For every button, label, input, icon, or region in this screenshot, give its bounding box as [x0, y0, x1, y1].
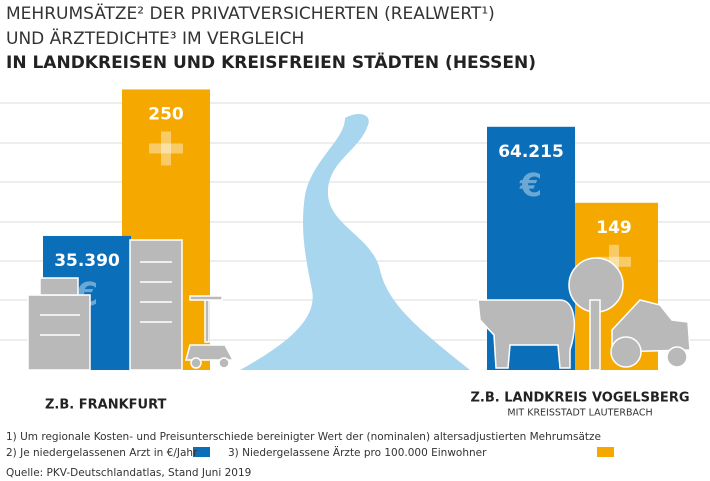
bar-icon [161, 131, 171, 166]
river [240, 114, 470, 370]
legend-label: 3) Niedergelassene Ärzte pro 100.000 Ein… [228, 446, 487, 459]
legend-swatch [597, 447, 614, 457]
value-label: 64.215 [498, 142, 564, 162]
footnote: 1) Um regionale Kosten- und Preisuntersc… [6, 431, 601, 443]
source: Quelle: PKV-Deutschlandatlas, Stand Juni… [6, 467, 251, 479]
title-line: MEHRUMSÄTZE² DER PRIVATVERSICHERTEN (REA… [6, 3, 495, 24]
bar-icon [597, 256, 631, 267]
title-line: UND ÄRZTEDICHTE³ IM VERGLEICH [6, 28, 304, 49]
category-subtitle: MIT KREISSTADT LAUTERBACH [507, 408, 652, 419]
value-label: 149 [596, 218, 632, 238]
category-label: Z.B. LANDKREIS VOGELSBERG [471, 391, 690, 406]
illustrations [27, 239, 691, 371]
bar-icon [149, 143, 183, 154]
value-label: 250 [148, 104, 184, 124]
legend-label: 2) Je niedergelassenen Arzt in €/Jahr [6, 447, 198, 459]
bar-icon [609, 244, 619, 279]
category-label: Z.B. FRANKFURT [45, 398, 167, 413]
bar-icon: € [519, 166, 542, 204]
value-label: 35.390 [54, 251, 120, 271]
subtitle: IN LANDKREISEN UND KREISFREIEN STÄDTEN (… [6, 51, 536, 73]
legend-swatch [193, 447, 210, 457]
